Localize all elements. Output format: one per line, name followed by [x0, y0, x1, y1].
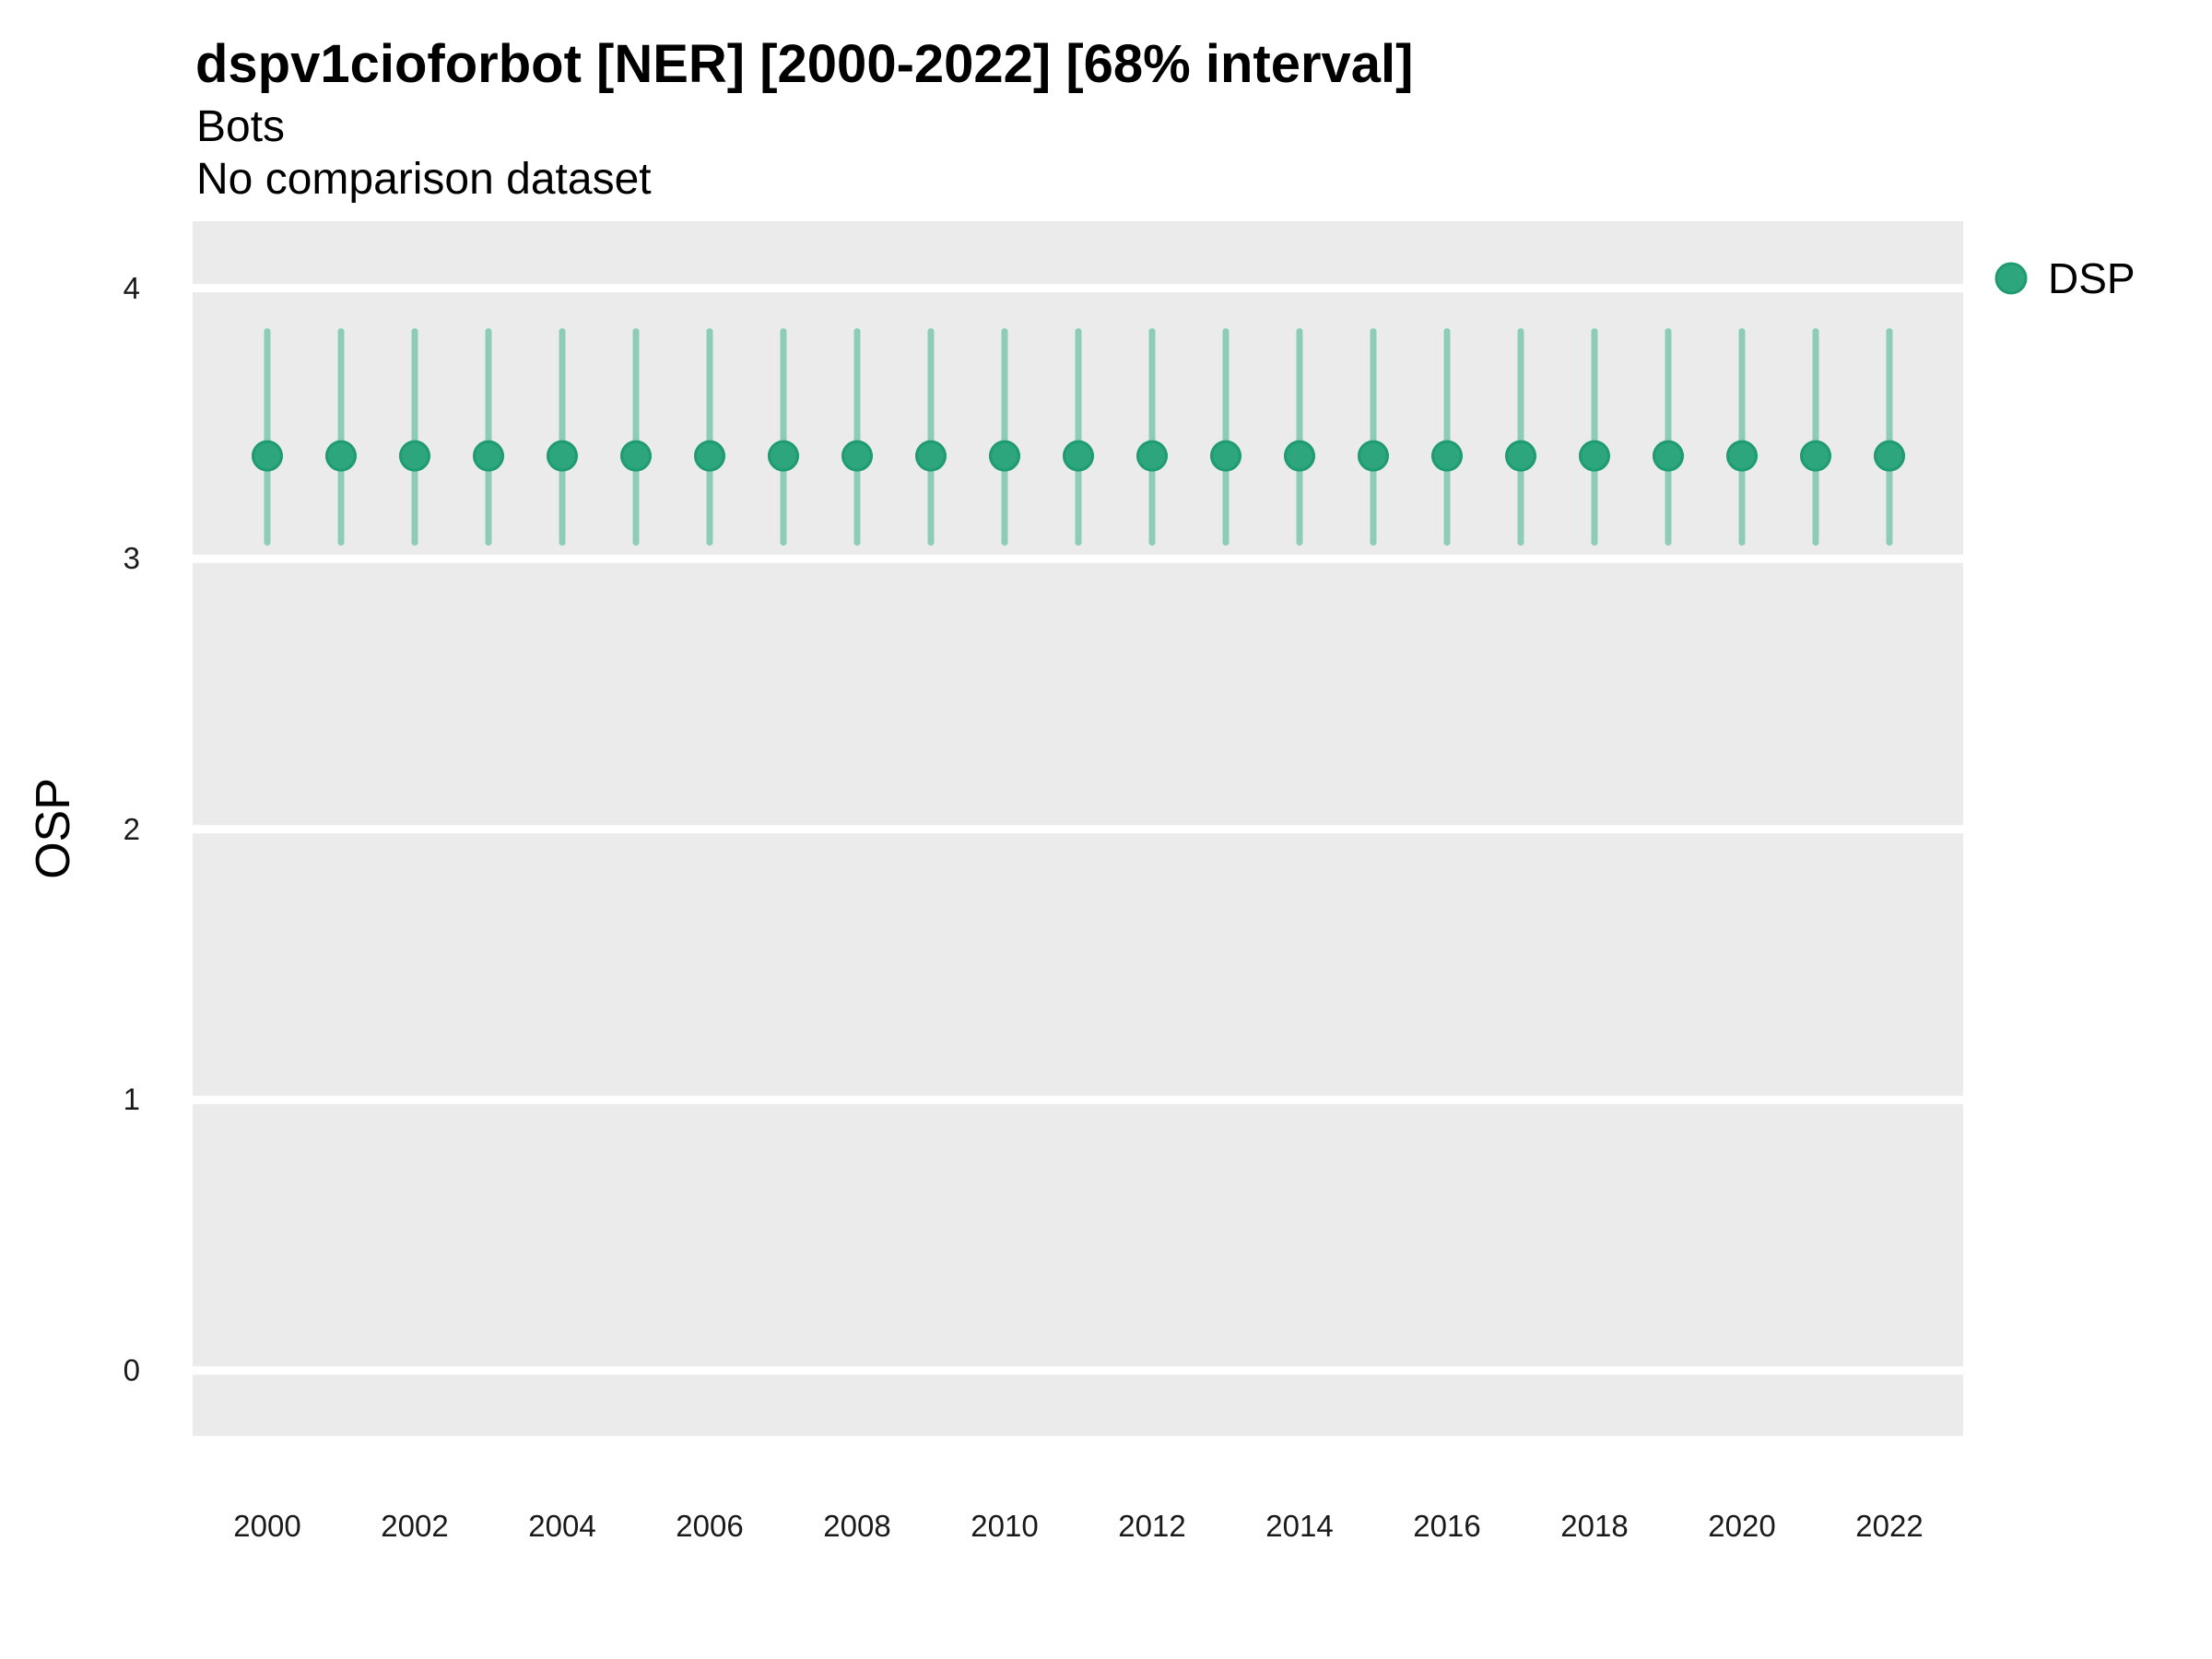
data-point-2002 — [399, 440, 430, 472]
data-point-2000 — [252, 440, 283, 472]
x-tick-label-2022: 2022 — [1855, 1509, 1924, 1543]
data-point-2013 — [1210, 440, 1241, 472]
x-tick-label-2020: 2020 — [1708, 1509, 1776, 1543]
y-tick-label-3: 3 — [123, 541, 140, 576]
y-tick-label-4: 4 — [123, 270, 140, 305]
x-tick-label-2016: 2016 — [1413, 1509, 1481, 1543]
x-tick-label-2012: 2012 — [1118, 1509, 1186, 1543]
page-title: dspv1cioforbot [NER] [2000-2022] [68% in… — [195, 34, 1414, 94]
data-point-2018 — [1579, 440, 1610, 472]
x-tick-label-2004: 2004 — [528, 1509, 596, 1543]
data-point-2014 — [1284, 440, 1315, 472]
data-point-2020 — [1726, 440, 1758, 472]
legend-marker-icon — [1994, 262, 2028, 295]
x-tick-label-2006: 2006 — [676, 1509, 744, 1543]
comparison-note: No comparison dataset — [196, 155, 652, 204]
data-point-2009 — [915, 440, 947, 472]
data-point-2006 — [694, 440, 725, 472]
y-tick-label-2: 2 — [123, 811, 140, 846]
y-axis-title: OSP — [27, 778, 80, 879]
chart-subtitle: Bots — [196, 102, 286, 151]
data-point-2004 — [547, 440, 578, 472]
data-point-2001 — [325, 440, 357, 472]
y-tick-label-1: 1 — [123, 1082, 140, 1117]
data-point-2003 — [473, 440, 504, 472]
x-tick-label-2000: 2000 — [233, 1509, 301, 1543]
data-point-2010 — [989, 440, 1020, 472]
legend-label: DSP — [2048, 254, 2136, 302]
data-point-2019 — [1653, 440, 1684, 472]
data-point-2012 — [1136, 440, 1168, 472]
data-point-2008 — [841, 440, 873, 472]
data-point-2022 — [1874, 440, 1905, 472]
data-point-2016 — [1431, 440, 1463, 472]
y-tick-label-0: 0 — [123, 1353, 140, 1387]
data-point-2011 — [1063, 440, 1094, 472]
data-point-2021 — [1800, 440, 1831, 472]
x-tick-label-2002: 2002 — [381, 1509, 449, 1543]
x-tick-label-2018: 2018 — [1560, 1509, 1629, 1543]
data-point-2017 — [1505, 440, 1536, 472]
data-point-2007 — [768, 440, 799, 472]
x-tick-label-2010: 2010 — [971, 1509, 1039, 1543]
x-tick-label-2008: 2008 — [823, 1509, 891, 1543]
legend: DSP — [1993, 257, 2136, 300]
data-point-2015 — [1358, 440, 1389, 472]
x-tick-label-2014: 2014 — [1265, 1509, 1334, 1543]
data-point-2005 — [620, 440, 652, 472]
